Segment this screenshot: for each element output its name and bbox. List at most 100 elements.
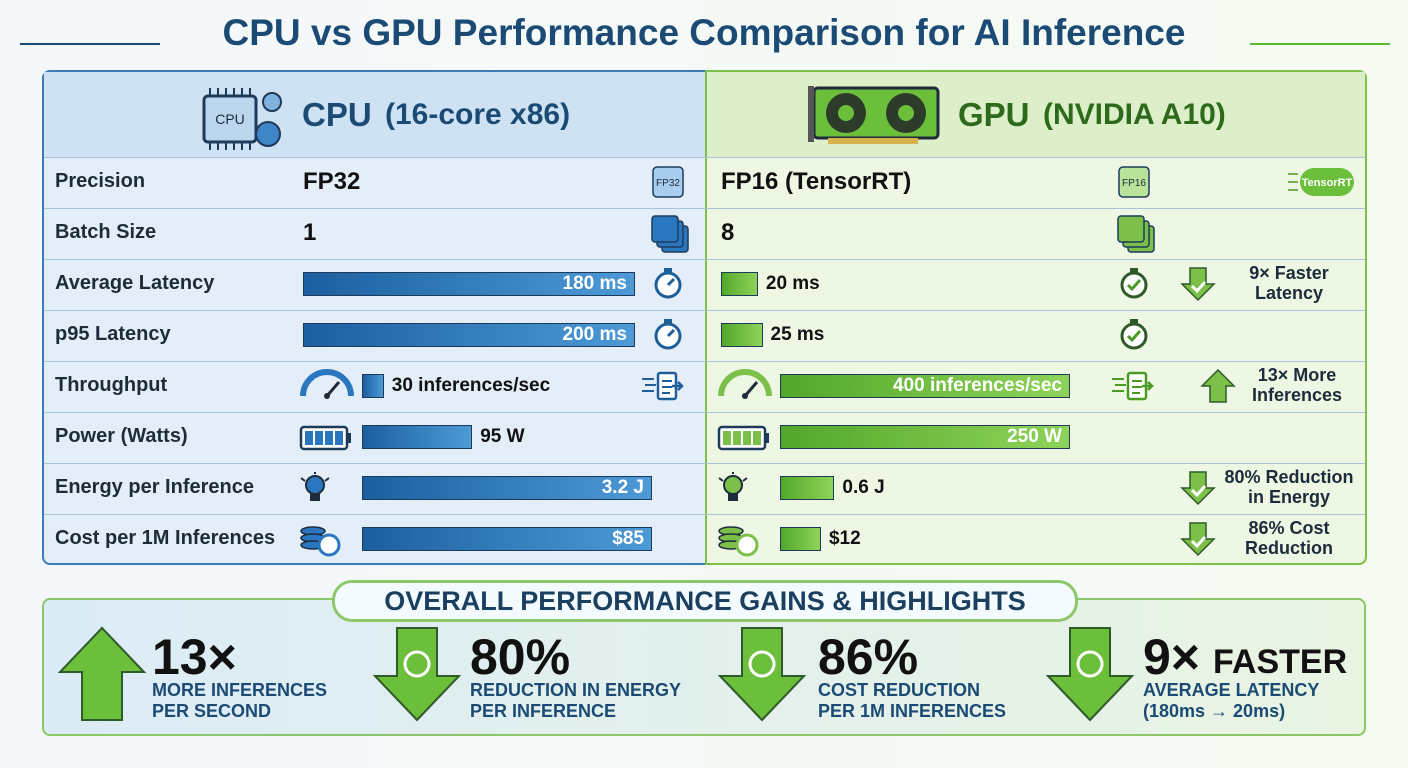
cpu-name: CPU — [302, 96, 372, 133]
bar-label: 3.2 J — [601, 477, 644, 498]
cpu-detail: (16-core x86) — [385, 98, 571, 131]
icon-shape — [666, 277, 676, 287]
note-line: 13× More — [1257, 365, 1337, 385]
batch-icon — [651, 215, 689, 253]
icon-shape — [1180, 471, 1216, 506]
bar — [362, 425, 473, 449]
coins-icon — [300, 526, 341, 557]
format-badge: FP16 — [1118, 166, 1150, 198]
row-divider — [44, 157, 1365, 158]
highlight-arrow — [717, 627, 807, 722]
batch-icon — [1117, 215, 1155, 253]
icon-shape — [723, 475, 743, 495]
icon-shape — [255, 121, 281, 147]
icon-shape — [1190, 485, 1207, 498]
highlights-title-pill — [332, 580, 1078, 622]
highlights-title: OVERALL PERFORMANCE GAINS & HIGHLIGHTS — [384, 586, 1026, 616]
bar-label: $85 — [612, 528, 644, 549]
icon-shape — [315, 431, 323, 445]
icon-shape — [1118, 166, 1150, 198]
icon-shape — [1142, 381, 1154, 391]
icon-shape — [1300, 168, 1354, 196]
bar — [780, 374, 1070, 398]
icon-shape — [347, 433, 351, 443]
header-band-gpu — [707, 72, 1365, 157]
row-divider — [44, 208, 1365, 209]
note-line: Latency — [1254, 283, 1324, 303]
stopwatch-icon — [654, 319, 682, 350]
row-divider — [44, 412, 1365, 413]
tensorrt-badge: TensorRT — [1288, 168, 1354, 196]
icon-shape — [642, 378, 656, 392]
icon-shape — [672, 381, 684, 391]
highlight-figure: 80% — [470, 629, 571, 685]
note-line: Inferences — [1251, 385, 1343, 405]
icon-shape — [305, 431, 313, 445]
icon-shape — [743, 381, 759, 397]
highlight-figure: 13× — [152, 629, 237, 685]
row-divider — [44, 259, 1365, 260]
icon-shape — [728, 494, 738, 501]
cell-value: 1 — [303, 219, 317, 246]
throughput-icon — [1112, 371, 1154, 401]
icon-label: TensorRT — [1302, 177, 1353, 189]
icon-shape — [808, 86, 814, 142]
throughput-icon — [642, 371, 684, 401]
icon-shape — [305, 475, 325, 495]
icon-shape — [742, 393, 748, 399]
icon-shape — [662, 380, 672, 394]
bar — [780, 425, 1070, 449]
icon-shape — [748, 650, 776, 678]
title-rule-left — [20, 43, 160, 45]
icon-shape — [324, 393, 330, 399]
note-arrow — [1180, 267, 1216, 302]
icon-shape — [733, 431, 741, 445]
icon-shape — [1180, 522, 1216, 557]
icon-shape — [652, 166, 684, 198]
icon-shape — [1190, 281, 1207, 294]
highlight-text: MORE INFERENCES — [152, 680, 328, 700]
row-label: p95 Latency — [55, 323, 171, 345]
highlight-text: PER 1M INFERENCES — [818, 701, 1007, 721]
row-label: Cost per 1M Inferences — [55, 527, 276, 549]
icon-label: FP16 — [1122, 178, 1146, 189]
icon-shape — [300, 472, 330, 482]
note-arrow — [1200, 368, 1236, 403]
bar-label: $12 — [828, 528, 861, 549]
bar-label: 0.6 J — [842, 477, 885, 498]
highlight-text: PER INFERENCE — [470, 701, 617, 721]
highlight-figure: 9× — [1143, 629, 1201, 685]
row-label: Average Latency — [55, 272, 215, 294]
row-label: Power (Watts) — [55, 425, 188, 447]
icon-shape — [753, 431, 761, 445]
highlight-figure: 86% — [818, 629, 919, 685]
icon-shape — [335, 431, 343, 445]
icon-shape — [300, 369, 354, 397]
row-label: Energy per Inference — [55, 476, 254, 498]
row-divider — [44, 310, 1365, 311]
coins-icon — [718, 526, 759, 557]
bar-label: 95 W — [480, 426, 525, 447]
gpu-card-icon — [808, 86, 940, 144]
highlight-text: PER SECOND — [152, 701, 272, 721]
bar — [362, 476, 652, 500]
icon-shape — [718, 369, 772, 397]
icon-shape — [1200, 368, 1236, 403]
note-line: in Energy — [1247, 487, 1331, 507]
icon-shape — [717, 627, 807, 722]
highlight-arrow — [1045, 627, 1135, 722]
highlight-text: COST REDUCTION — [818, 680, 980, 700]
icon-shape — [1180, 267, 1216, 302]
icon-shape — [325, 381, 341, 397]
note-line: 86% Cost — [1248, 518, 1330, 538]
icon-shape — [1112, 378, 1126, 392]
icon-shape — [1045, 627, 1135, 722]
icon-shape — [262, 92, 282, 112]
stopwatch-icon — [654, 268, 682, 299]
icon-shape — [666, 328, 676, 338]
icon-shape — [1076, 650, 1104, 678]
stopwatch-icon — [1120, 268, 1148, 299]
icon-shape — [735, 533, 759, 557]
highlight-arrow — [372, 627, 462, 722]
